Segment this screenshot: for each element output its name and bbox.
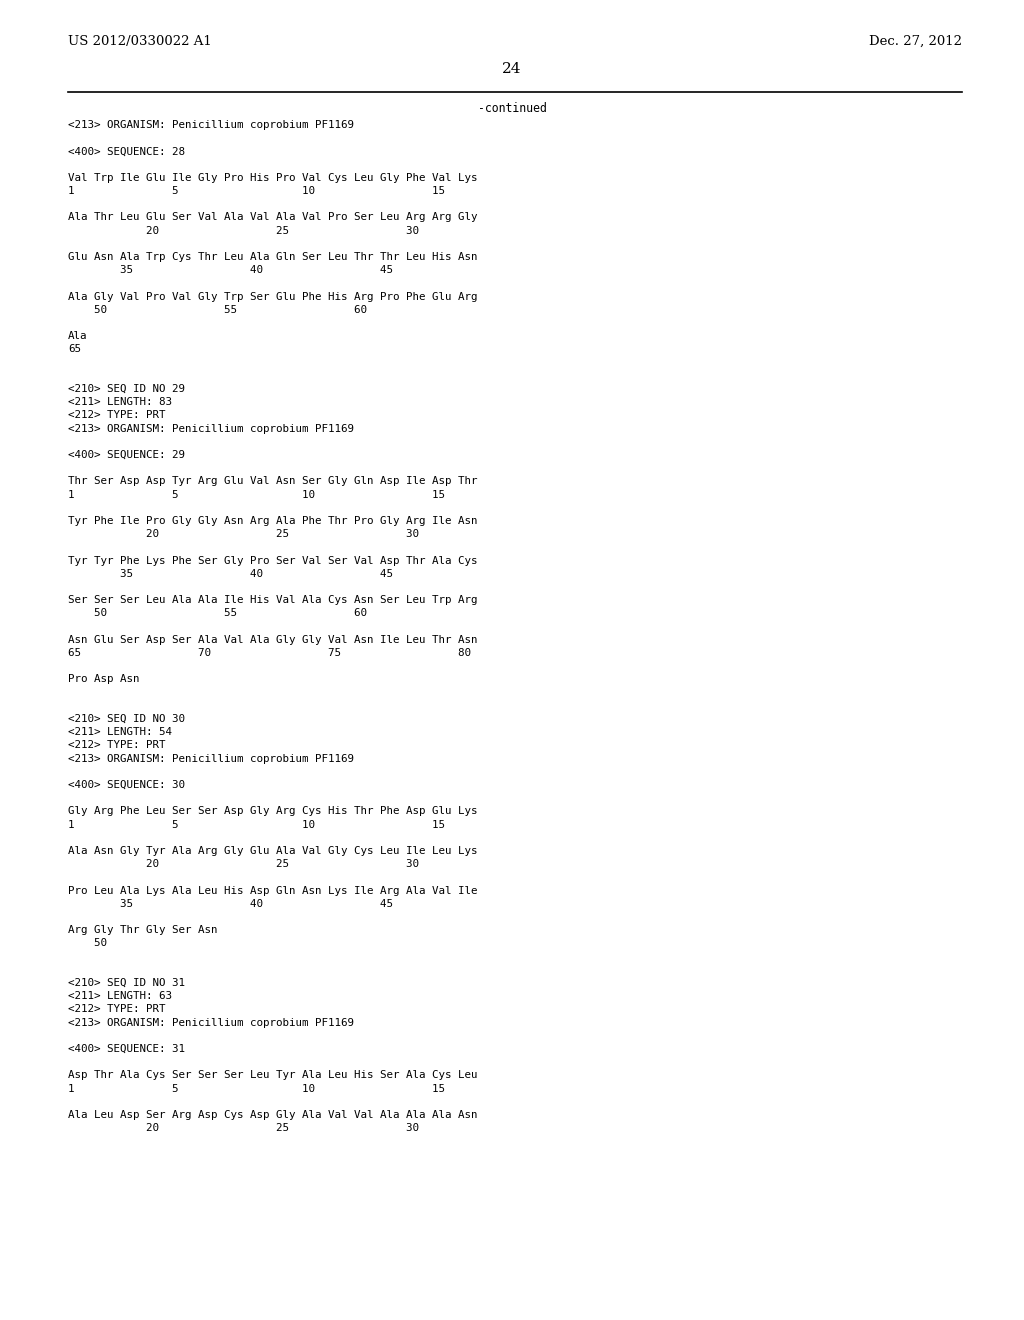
Text: 35                  40                  45: 35 40 45	[68, 265, 393, 275]
Text: Ala: Ala	[68, 331, 87, 341]
Text: 1               5                   10                  15: 1 5 10 15	[68, 1084, 445, 1093]
Text: 1               5                   10                  15: 1 5 10 15	[68, 820, 445, 829]
Text: 35                  40                  45: 35 40 45	[68, 899, 393, 908]
Text: Asp Thr Ala Cys Ser Ser Ser Leu Tyr Ala Leu His Ser Ala Cys Leu: Asp Thr Ala Cys Ser Ser Ser Leu Tyr Ala …	[68, 1071, 477, 1080]
Text: Val Trp Ile Glu Ile Gly Pro His Pro Val Cys Leu Gly Phe Val Lys: Val Trp Ile Glu Ile Gly Pro His Pro Val …	[68, 173, 477, 182]
Text: 65: 65	[68, 345, 81, 354]
Text: <210> SEQ ID NO 31: <210> SEQ ID NO 31	[68, 978, 185, 987]
Text: <211> LENGTH: 54: <211> LENGTH: 54	[68, 727, 172, 737]
Text: <213> ORGANISM: Penicillium coprobium PF1169: <213> ORGANISM: Penicillium coprobium PF…	[68, 424, 354, 433]
Text: <400> SEQUENCE: 28: <400> SEQUENCE: 28	[68, 147, 185, 156]
Text: -continued: -continued	[477, 102, 547, 115]
Text: Gly Arg Phe Leu Ser Ser Asp Gly Arg Cys His Thr Phe Asp Glu Lys: Gly Arg Phe Leu Ser Ser Asp Gly Arg Cys …	[68, 807, 477, 816]
Text: 20                  25                  30: 20 25 30	[68, 859, 419, 869]
Text: 50: 50	[68, 939, 106, 948]
Text: Ala Gly Val Pro Val Gly Trp Ser Glu Phe His Arg Pro Phe Glu Arg: Ala Gly Val Pro Val Gly Trp Ser Glu Phe …	[68, 292, 477, 301]
Text: Asn Glu Ser Asp Ser Ala Val Ala Gly Gly Val Asn Ile Leu Thr Asn: Asn Glu Ser Asp Ser Ala Val Ala Gly Gly …	[68, 635, 477, 644]
Text: 20                  25                  30: 20 25 30	[68, 529, 419, 539]
Text: <211> LENGTH: 83: <211> LENGTH: 83	[68, 397, 172, 407]
Text: Ala Leu Asp Ser Arg Asp Cys Asp Gly Ala Val Val Ala Ala Ala Asn: Ala Leu Asp Ser Arg Asp Cys Asp Gly Ala …	[68, 1110, 477, 1119]
Text: <210> SEQ ID NO 29: <210> SEQ ID NO 29	[68, 384, 185, 393]
Text: 20                  25                  30: 20 25 30	[68, 1123, 419, 1133]
Text: <212> TYPE: PRT: <212> TYPE: PRT	[68, 1005, 166, 1014]
Text: Thr Ser Asp Asp Tyr Arg Glu Val Asn Ser Gly Gln Asp Ile Asp Thr: Thr Ser Asp Asp Tyr Arg Glu Val Asn Ser …	[68, 477, 477, 486]
Text: 20                  25                  30: 20 25 30	[68, 226, 419, 235]
Text: <400> SEQUENCE: 31: <400> SEQUENCE: 31	[68, 1044, 185, 1053]
Text: <212> TYPE: PRT: <212> TYPE: PRT	[68, 741, 166, 750]
Text: <213> ORGANISM: Penicillium coprobium PF1169: <213> ORGANISM: Penicillium coprobium PF…	[68, 120, 354, 129]
Text: Ser Ser Ser Leu Ala Ala Ile His Val Ala Cys Asn Ser Leu Trp Arg: Ser Ser Ser Leu Ala Ala Ile His Val Ala …	[68, 595, 477, 605]
Text: <213> ORGANISM: Penicillium coprobium PF1169: <213> ORGANISM: Penicillium coprobium PF…	[68, 754, 354, 763]
Text: Tyr Tyr Phe Lys Phe Ser Gly Pro Ser Val Ser Val Asp Thr Ala Cys: Tyr Tyr Phe Lys Phe Ser Gly Pro Ser Val …	[68, 556, 477, 565]
Text: <211> LENGTH: 63: <211> LENGTH: 63	[68, 991, 172, 1001]
Text: Ala Thr Leu Glu Ser Val Ala Val Ala Val Pro Ser Leu Arg Arg Gly: Ala Thr Leu Glu Ser Val Ala Val Ala Val …	[68, 213, 477, 222]
Text: 1               5                   10                  15: 1 5 10 15	[68, 490, 445, 499]
Text: 50                  55                  60: 50 55 60	[68, 305, 367, 314]
Text: <210> SEQ ID NO 30: <210> SEQ ID NO 30	[68, 714, 185, 723]
Text: Pro Asp Asn: Pro Asp Asn	[68, 675, 139, 684]
Text: 35                  40                  45: 35 40 45	[68, 569, 393, 578]
Text: Dec. 27, 2012: Dec. 27, 2012	[869, 36, 962, 48]
Text: Ala Asn Gly Tyr Ala Arg Gly Glu Ala Val Gly Cys Leu Ile Leu Lys: Ala Asn Gly Tyr Ala Arg Gly Glu Ala Val …	[68, 846, 477, 855]
Text: <400> SEQUENCE: 30: <400> SEQUENCE: 30	[68, 780, 185, 789]
Text: 65                  70                  75                  80: 65 70 75 80	[68, 648, 471, 657]
Text: US 2012/0330022 A1: US 2012/0330022 A1	[68, 36, 212, 48]
Text: Pro Leu Ala Lys Ala Leu His Asp Gln Asn Lys Ile Arg Ala Val Ile: Pro Leu Ala Lys Ala Leu His Asp Gln Asn …	[68, 886, 477, 895]
Text: 1               5                   10                  15: 1 5 10 15	[68, 186, 445, 195]
Text: <400> SEQUENCE: 29: <400> SEQUENCE: 29	[68, 450, 185, 459]
Text: 50                  55                  60: 50 55 60	[68, 609, 367, 618]
Text: 24: 24	[502, 62, 522, 77]
Text: Arg Gly Thr Gly Ser Asn: Arg Gly Thr Gly Ser Asn	[68, 925, 217, 935]
Text: <212> TYPE: PRT: <212> TYPE: PRT	[68, 411, 166, 420]
Text: Tyr Phe Ile Pro Gly Gly Asn Arg Ala Phe Thr Pro Gly Arg Ile Asn: Tyr Phe Ile Pro Gly Gly Asn Arg Ala Phe …	[68, 516, 477, 525]
Text: Glu Asn Ala Trp Cys Thr Leu Ala Gln Ser Leu Thr Thr Leu His Asn: Glu Asn Ala Trp Cys Thr Leu Ala Gln Ser …	[68, 252, 477, 261]
Text: <213> ORGANISM: Penicillium coprobium PF1169: <213> ORGANISM: Penicillium coprobium PF…	[68, 1018, 354, 1027]
